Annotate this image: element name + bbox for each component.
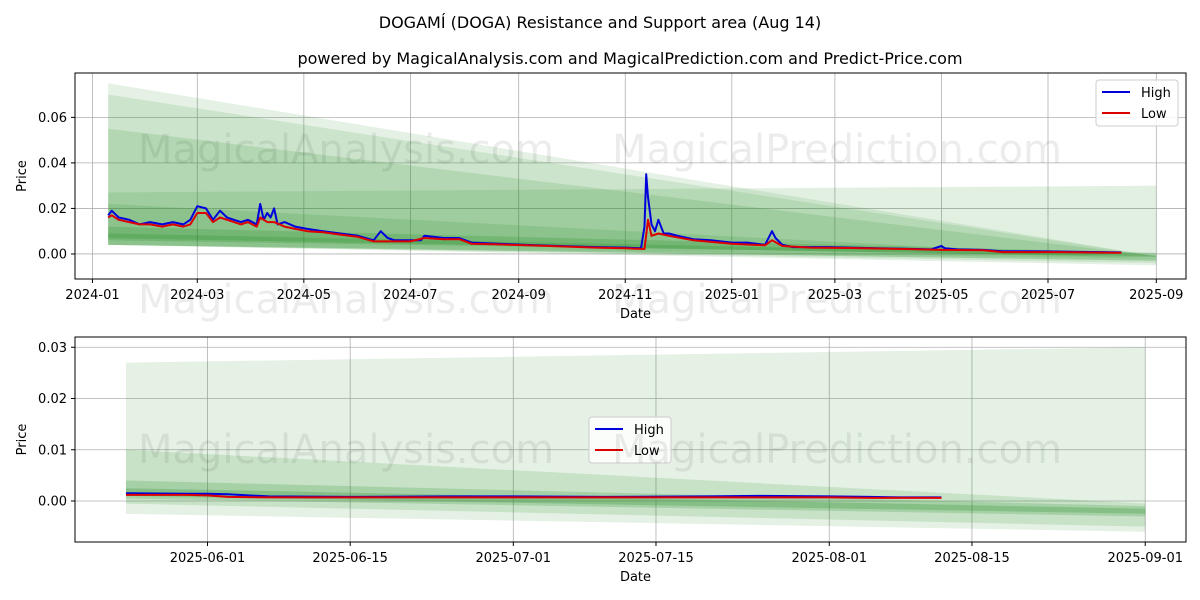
watermark-analysis-top: MagicalAnalysis.com bbox=[138, 127, 554, 173]
series-line-low bbox=[126, 493, 942, 499]
band-area bbox=[125, 488, 1146, 514]
x-tick-label: 2024-11 bbox=[598, 288, 652, 303]
x-tick-label: 2024-05 bbox=[277, 288, 331, 303]
x-tick-label: 2025-03 bbox=[808, 288, 862, 303]
y-tick-label: 0.00 bbox=[38, 495, 67, 510]
watermark-prediction-mid: MagicalPrediction.com bbox=[612, 277, 1062, 323]
x-tick-label: 2025-08-01 bbox=[791, 551, 867, 566]
watermark-prediction-bottom: MagicalPrediction.com bbox=[612, 427, 1062, 473]
y-axis-label: Price bbox=[15, 160, 30, 192]
y-tick-label: 0.06 bbox=[38, 111, 67, 126]
y-tick-label: 0.00 bbox=[38, 247, 67, 262]
axes-frame bbox=[74, 336, 1187, 543]
x-tick-label: 2024-03 bbox=[170, 288, 224, 303]
legend-label-high: High bbox=[1141, 86, 1171, 101]
axes-frame bbox=[74, 72, 1187, 280]
y-axis-label: Price bbox=[15, 424, 30, 456]
legend: High Low bbox=[588, 416, 672, 464]
band-area bbox=[108, 128, 1157, 261]
x-tick-label: 2024-01 bbox=[65, 288, 119, 303]
legend-label-low: Low bbox=[1141, 107, 1167, 122]
legend-label-low: Low bbox=[634, 444, 660, 459]
band-area bbox=[125, 480, 1146, 517]
x-tick-label: 2025-09-01 bbox=[1107, 551, 1183, 566]
y-tick-label: 0.04 bbox=[38, 156, 67, 171]
x-tick-label: 2025-01 bbox=[705, 288, 759, 303]
chart-title: DOGAMÍ (DOGA) Resistance and Support are… bbox=[379, 13, 821, 32]
legend: High Low bbox=[1095, 79, 1179, 127]
x-tick-label: 2025-07-15 bbox=[618, 551, 694, 566]
x-tick-label: 2024-07 bbox=[383, 288, 437, 303]
x-tick-label: 2025-07-01 bbox=[476, 551, 552, 566]
y-tick-label: 0.01 bbox=[38, 443, 67, 458]
y-tick-label: 0.02 bbox=[38, 202, 67, 217]
x-axis-label: Date bbox=[620, 307, 651, 322]
band-area bbox=[108, 94, 1157, 266]
band-area bbox=[108, 203, 1157, 261]
y-tick-label: 0.02 bbox=[38, 392, 67, 407]
band-area bbox=[125, 449, 1146, 527]
x-tick-label: 2025-09 bbox=[1129, 288, 1183, 303]
x-tick-label: 2025-07 bbox=[1021, 288, 1075, 303]
x-tick-label: 2025-06-01 bbox=[170, 551, 246, 566]
top-panel: 2024-01 2024-03 2024-05 2024-07 2024-09 2024-… bbox=[15, 72, 1187, 322]
series-line-low bbox=[107, 212, 1122, 254]
bottom-panel: 2025-06-01 2025-06-15 2025-07-01 2025-07-15… bbox=[15, 336, 1187, 585]
watermark-analysis-bottom: MagicalAnalysis.com bbox=[138, 427, 554, 473]
plot-area bbox=[75, 73, 1186, 279]
watermark-prediction-top: MagicalPrediction.com bbox=[612, 127, 1062, 173]
x-axis-label: Date bbox=[620, 570, 651, 585]
band-area bbox=[108, 83, 1157, 264]
chart-subtitle: powered by MagicalAnalysis.com and Magic… bbox=[297, 49, 962, 68]
watermark-analysis-mid: MagicalAnalysis.com bbox=[138, 277, 554, 323]
x-tick-label: 2024-09 bbox=[492, 288, 546, 303]
x-tick-label: 2025-08-15 bbox=[934, 551, 1010, 566]
plot-area bbox=[75, 337, 1186, 542]
x-tick-label: 2025-05 bbox=[914, 288, 968, 303]
legend-label-high: High bbox=[634, 423, 664, 438]
x-tick-label: 2025-06-15 bbox=[312, 551, 388, 566]
y-tick-label: 0.03 bbox=[38, 341, 67, 356]
